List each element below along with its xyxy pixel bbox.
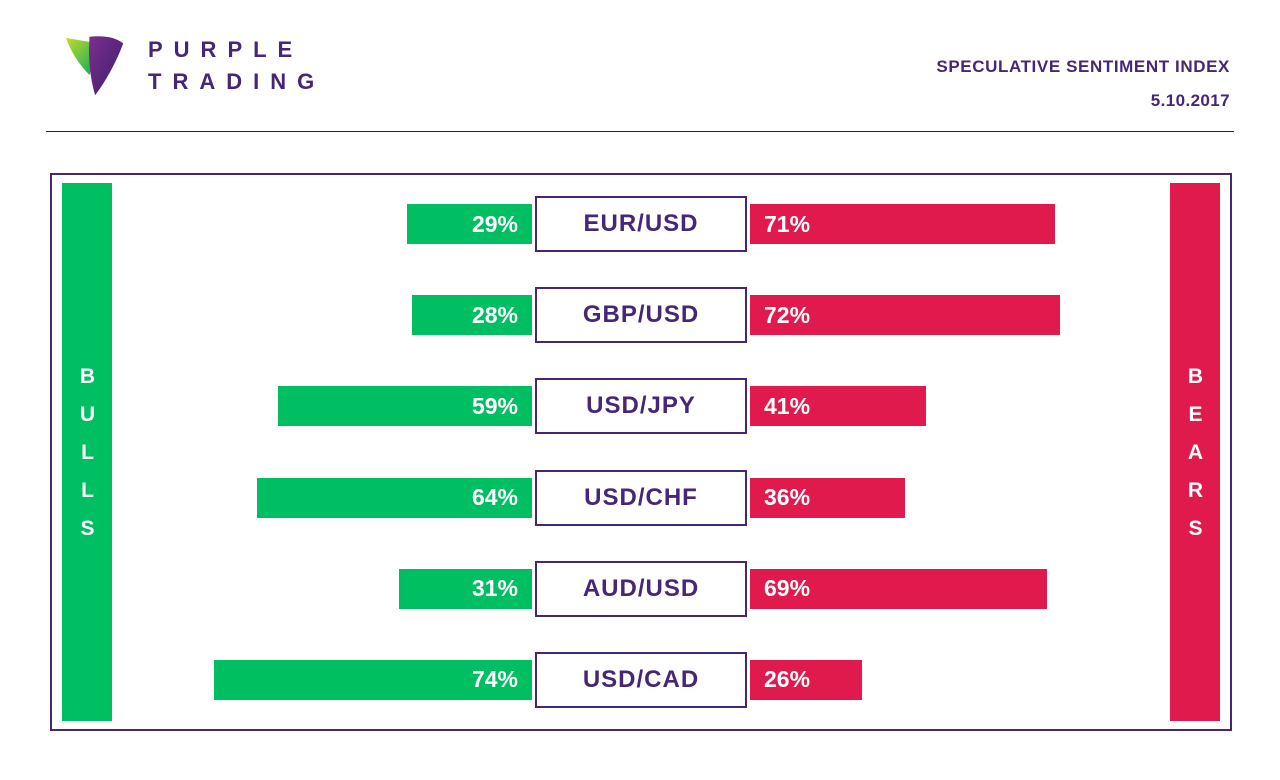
bulls-column: BULLS [62, 183, 112, 721]
bears-label: BEARS [1184, 364, 1207, 555]
brand-name: PURPLE TRADING [148, 34, 325, 98]
sentiment-row-eurusd: 29% EUR/USD 71% [112, 196, 1170, 252]
header-divider [46, 131, 1234, 132]
bulls-percent-label: 28% [471, 301, 518, 328]
bulls-bar: 64% [256, 477, 532, 518]
bears-percent-label: 36% [764, 484, 811, 511]
bears-bar: 72% [750, 295, 1060, 336]
report-title: SPECULATIVE SENTIMENT INDEX [936, 57, 1230, 76]
bears-bar: 71% [750, 204, 1056, 244]
pair-label: GBP/USD [582, 301, 700, 329]
bears-percent-label: 71% [764, 210, 811, 237]
brand-line-1: PURPLE [148, 37, 304, 63]
bulls-percent-label: 74% [471, 666, 518, 693]
bears-bar: 26% [750, 659, 862, 700]
pair-label-box: USD/CAD [535, 651, 747, 708]
bulls-percent-label: 59% [471, 392, 518, 419]
bears-bar: 36% [750, 477, 905, 518]
pair-label-box: AUD/USD [535, 560, 747, 617]
sentiment-row-audusd: 31% AUD/USD 69% [112, 560, 1170, 617]
bulls-percent-label: 31% [471, 575, 518, 602]
pair-label: EUR/USD [583, 210, 699, 237]
sentiment-chart: BULLS 29% EUR/USD 71% 28% [50, 173, 1232, 731]
bulls-bar: 29% [407, 204, 532, 244]
bears-percent-label: 69% [764, 575, 811, 602]
brand-line-2: TRADING [148, 69, 326, 94]
pair-label-box: USD/JPY [535, 378, 747, 435]
bulls-percent-label: 64% [471, 484, 518, 511]
pair-label: AUD/USD [582, 574, 700, 602]
bulls-label: BULLS [76, 364, 99, 555]
purple-trading-logo-icon [65, 36, 124, 96]
pair-label: USD/CHF [584, 483, 698, 511]
bulls-percent-label: 29% [471, 210, 518, 237]
pair-label-box: USD/CHF [535, 469, 747, 526]
bears-percent-label: 41% [764, 392, 811, 419]
bulls-bar: 74% [213, 659, 532, 700]
sentiment-rows: 29% EUR/USD 71% 28% GBP/USD [112, 183, 1170, 721]
brand-logo: PURPLE TRADING [58, 30, 325, 102]
sentiment-row-gbpusd: 28% GBP/USD 72% [112, 287, 1170, 344]
sentiment-row-usdcad: 74% USD/CAD 26% [112, 651, 1170, 708]
report-date: 5.10.2017 [1150, 91, 1230, 110]
bears-percent-label: 72% [764, 301, 811, 328]
pair-label: USD/JPY [586, 392, 696, 420]
sentiment-row-usdchf: 64% USD/CHF 36% [112, 469, 1170, 526]
bears-bar: 41% [750, 386, 927, 427]
sentiment-row-usdjpy: 59% USD/JPY 41% [112, 378, 1170, 435]
pair-label-box: EUR/USD [535, 196, 747, 252]
bulls-bar: 28% [411, 295, 532, 336]
pair-label: USD/CAD [582, 665, 700, 693]
bears-column: BEARS [1170, 183, 1220, 721]
pair-label-box: GBP/USD [535, 287, 747, 344]
bears-percent-label: 26% [764, 666, 811, 693]
bears-bar: 69% [750, 568, 1047, 609]
bulls-bar: 31% [398, 568, 532, 609]
bulls-bar: 59% [278, 386, 532, 427]
report-header: SPECULATIVE SENTIMENT INDEX 5.10.2017 [936, 57, 1230, 111]
page-header: PURPLE TRADING SPECULATIVE SENTIMENT IND… [0, 0, 1280, 131]
